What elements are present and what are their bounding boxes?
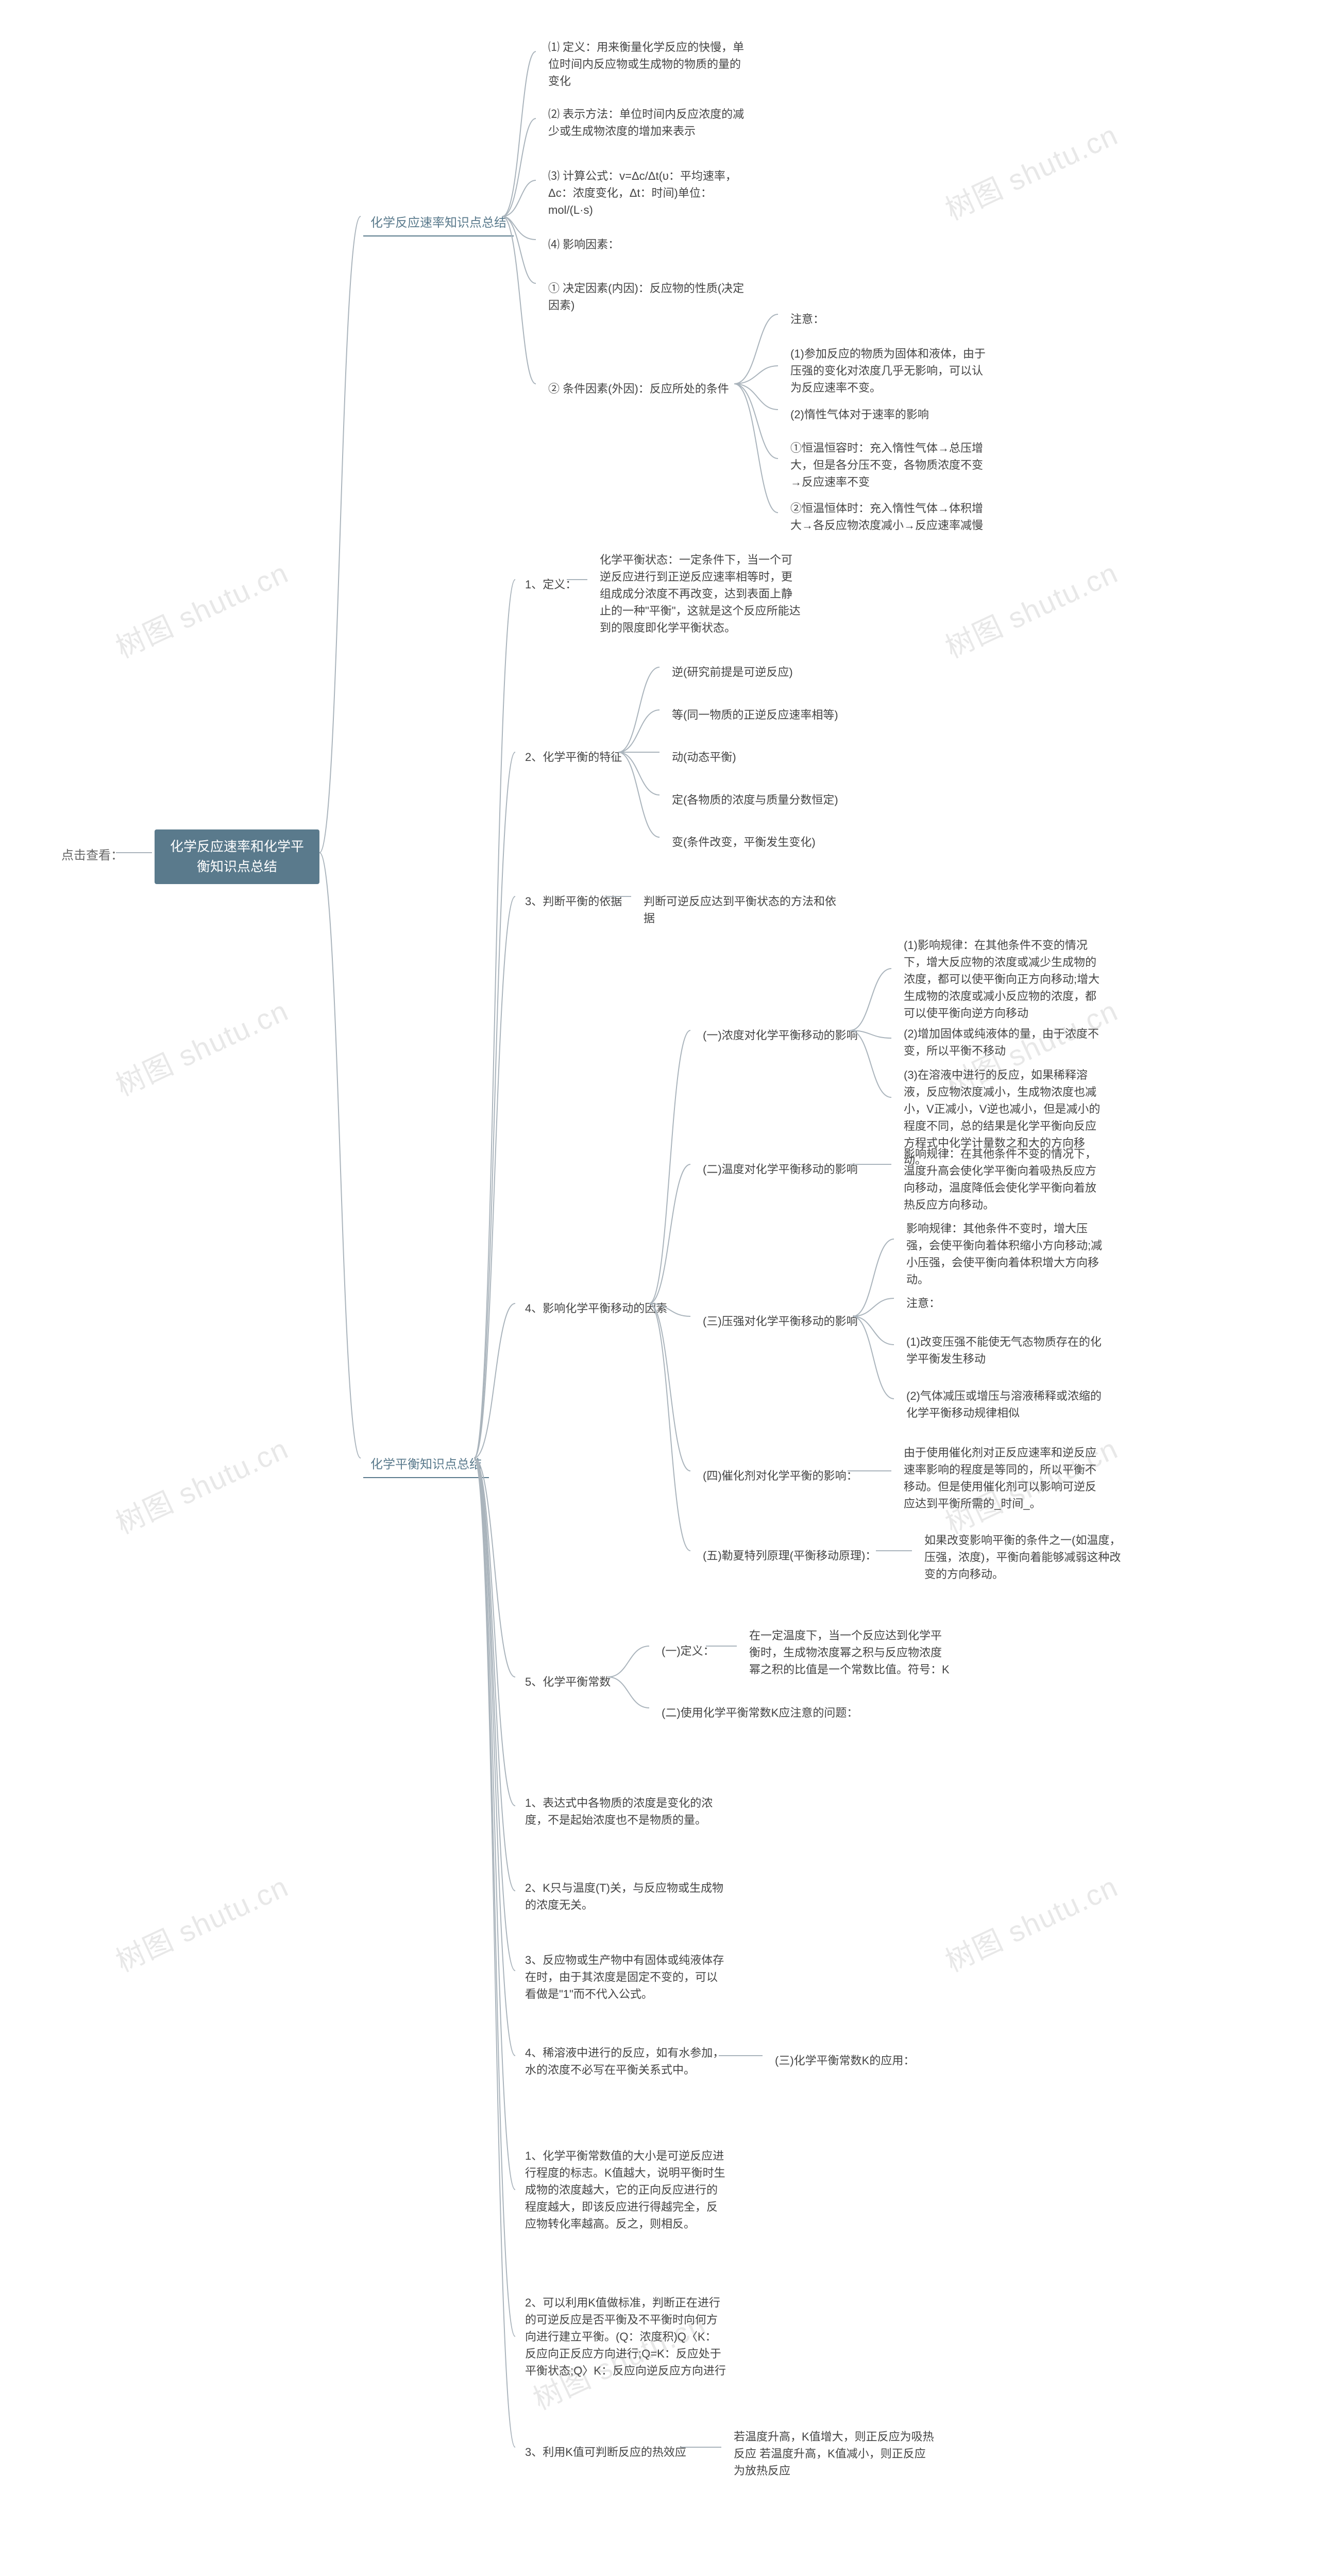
eq-f3b: 注意： [899, 1290, 948, 1317]
eq-features: 2、化学平衡的特征 [518, 743, 629, 771]
rate-note-4: ②恒温恒体时：充入惰性气体→体积增大→各反应物浓度减小→反应速率减慢 [783, 495, 1000, 539]
eq-f2: (二)温度对化学平衡移动的影响 [696, 1156, 865, 1183]
eq-f5: (五)勒夏特列原理(平衡移动原理)： [696, 1542, 884, 1569]
eq-factors: 4、影响化学平衡移动的因素 [518, 1295, 674, 1322]
eq-f3a: 影响规律：其他条件不变时，增大压强，会使平衡向着体积缩小方向移动;减小压强，会使… [899, 1215, 1115, 1293]
eq-feat-5: 变(条件改变，平衡发生变化) [665, 828, 823, 856]
rate-def: ⑴ 定义：用来衡量化学反应的快慢，单位时间内反应物或生成物的物质的量的变化 [541, 33, 757, 95]
eq-judge-text: 判断可逆反应达到平衡状态的方法和依据 [636, 888, 853, 932]
eq-feat-4: 定(各物质的浓度与质量分数恒定) [665, 786, 845, 814]
eq-f3c: (1)改变压强不能使无气态物质存在的化学平衡发生移动 [899, 1328, 1115, 1372]
eq-f4: (四)催化剂对化学平衡的影响： [696, 1462, 865, 1489]
watermark: 树图 shutu.cn [108, 988, 295, 1104]
mindmap-container: 树图 shutu.cn 树图 shutu.cn 树图 shutu.cn 树图 s… [0, 0, 1319, 2576]
k1: 1、表达式中各物质的浓度是变化的浓度，不是起始浓度也不是物质的量。 [518, 1789, 734, 1834]
branch-rate[interactable]: 化学反应速率知识点总结 [363, 209, 514, 236]
watermark: 树图 shutu.cn [108, 1863, 295, 1980]
eq-f4a: 由于使用催化剂对正反应速率和逆反应速率影响的程度是等同的，所以平衡不移动。但是使… [897, 1439, 1113, 1517]
watermark: 树图 shutu.cn [938, 550, 1124, 666]
branch-equilibrium[interactable]: 化学平衡知识点总结 [363, 1450, 489, 1478]
ka2: 2、可以利用K值做标准，判断正在进行的可逆反应是否平衡及不平衡时向何方向进行建立… [518, 2289, 734, 2384]
eq-f1a: (1)影响规律：在其他条件不变的情况下，增大反应物的浓度或减少生成物的浓度，都可… [897, 931, 1113, 1027]
watermark: 树图 shutu.cn [938, 1863, 1124, 1980]
rate-external: ② 条件因素(外因)：反应所处的条件 [541, 375, 736, 402]
eq-constant: 5、化学平衡常数 [518, 1668, 618, 1696]
eq-feat-3: 动(动态平衡) [665, 743, 743, 771]
eq-f1: (一)浓度对化学平衡移动的影响 [696, 1022, 865, 1049]
click-label: 点击查看： [54, 841, 130, 870]
eq-f1b: (2)增加固体或纯液体的量，由于浓度不变，所以平衡不移动 [897, 1020, 1113, 1064]
root-node[interactable]: 化学反应速率和化学平衡知识点总结 [155, 829, 319, 884]
eq-c1a: 在一定温度下，当一个反应达到化学平衡时，生成物浓度幂之积与反应物浓度幂之积的比值… [742, 1622, 958, 1683]
ka1: 1、化学平衡常数值的大小是可逆反应进行程度的标志。K值越大，说明平衡时生成物的浓… [518, 2142, 734, 2238]
eq-f5a: 如果改变影响平衡的条件之一(如温度，压强，浓度)，平衡向着能够减弱这种改变的方向… [917, 1527, 1134, 1588]
watermark: 树图 shutu.cn [108, 550, 295, 666]
rate-note-1: (1)参加反应的物质为固体和液体，由于压强的变化对浓度几乎无影响，可以认为反应速… [783, 340, 1000, 401]
eq-feat-2: 等(同一物质的正逆反应速率相等) [665, 701, 845, 728]
k4a: (三)化学平衡常数K的应用： [768, 2047, 922, 2074]
eq-f2a: 影响规律：在其他条件不变的情况下，温度升高会使化学平衡向着吸热反应方向移动，温度… [897, 1140, 1113, 1218]
ka3a: 若温度升高，K值增大，则正反应为吸热反应 若温度升高，K值减小，则正反应为放热反… [726, 2423, 943, 2484]
k3: 3、反应物或生产物中有固体或纯液体存在时，由于其浓度是固定不变的，可以看做是"1… [518, 1946, 734, 2008]
rate-note-header: 注意： [783, 306, 832, 333]
eq-feat-1: 逆(研究前提是可逆反应) [665, 658, 800, 686]
eq-judge: 3、判断平衡的依据 [518, 888, 629, 915]
rate-formula: ⑶ 计算公式：v=Δc/Δt(υ：平均速率，Δc：浓度变化，Δt：时间)单位：m… [541, 162, 757, 224]
eq-def-label: 1、定义： [518, 571, 584, 598]
rate-note-2: (2)惰性气体对于速率的影响 [783, 401, 936, 428]
ka3: 3、利用K值可判断反应的热效应 [518, 2438, 694, 2466]
watermark: 树图 shutu.cn [108, 1426, 295, 1542]
rate-internal: ① 决定因素(内因)：反应物的性质(决定因素) [541, 275, 757, 319]
eq-f3d: (2)气体减压或增压与溶液稀释或浓缩的化学平衡移动规律相似 [899, 1382, 1115, 1427]
eq-f3: (三)压强对化学平衡移动的影响 [696, 1308, 865, 1335]
eq-c1: (一)定义： [654, 1637, 722, 1665]
k2: 2、K只与温度(T)关，与反应物或生成物的浓度无关。 [518, 1874, 734, 1919]
rate-express: ⑵ 表示方法：单位时间内反应浓度的减少或生成物浓度的增加来表示 [541, 100, 757, 145]
k4: 4、稀溶液中进行的反应，如有水参加，水的浓度不必写在平衡关系式中。 [518, 2039, 734, 2083]
rate-note-3: ①恒温恒容时：充入惰性气体→总压增大，但是各分压不变，各物质浓度不变→反应速率不… [783, 434, 1000, 496]
eq-def-text: 化学平衡状态：一定条件下，当一个可逆反应进行到正逆反应速率相等时，更组成成分浓度… [593, 546, 809, 641]
watermark: 树图 shutu.cn [938, 112, 1124, 228]
eq-c2: (二)使用化学平衡常数K应注意的问题： [654, 1699, 865, 1726]
rate-factors: ⑷ 影响因素： [541, 231, 627, 258]
